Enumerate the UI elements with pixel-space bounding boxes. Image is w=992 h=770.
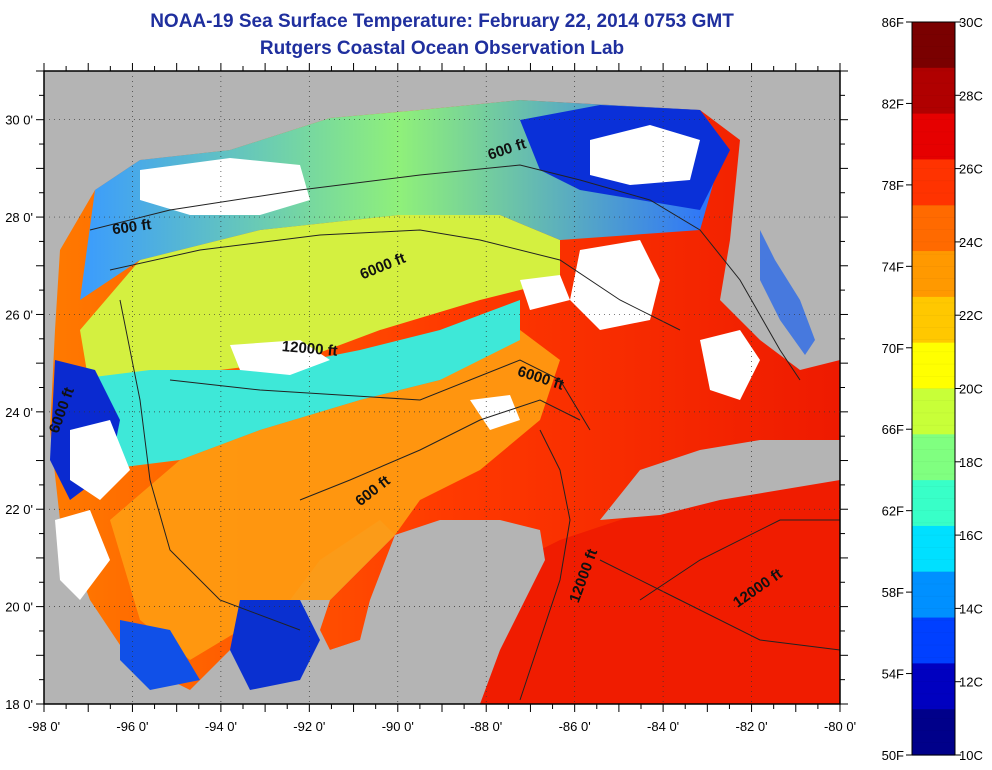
yucatan-peninsula: [300, 520, 545, 704]
colorbar-segment: [912, 480, 955, 527]
map-subtitle: Rutgers Coastal Ocean Observation Lab: [259, 38, 625, 59]
fahrenheit-label: 54F: [882, 667, 904, 682]
lat-tick-label: 26 0': [5, 307, 33, 322]
celsius-label: 30C: [959, 15, 983, 30]
colorbar-segment: [912, 251, 955, 298]
colorbar-segment: [912, 113, 955, 161]
western-gulf-warm: [110, 330, 560, 660]
celsius-label: 18C: [959, 455, 983, 470]
lon-tick-label: -80 0': [824, 719, 856, 734]
lon-tick-label: -82 0': [735, 719, 767, 734]
colorbar-fahrenheit-labels: 86F 82F 78F 74F 70F 66F 62F 58F 54F 50F: [882, 15, 912, 763]
colorbar-segment: [912, 525, 955, 573]
celsius-label: 16C: [959, 528, 983, 543]
contour-label: 12000 ft: [281, 338, 338, 360]
celsius-label: 14C: [959, 601, 983, 616]
fahrenheit-label: 50F: [882, 748, 904, 763]
celsius-label: 26C: [959, 162, 983, 177]
longitude-labels: -98 0' -96 0' -94 0' -92 0' -90 0' -88 0' -86 …: [28, 719, 856, 734]
lat-tick-label: 30 0': [5, 113, 33, 128]
contour-label: 600 ft: [111, 216, 152, 238]
colorbar-segment: [912, 205, 955, 252]
lon-tick-label: -90 0': [382, 719, 414, 734]
lon-tick-label: -86 0': [559, 719, 591, 734]
cyan-band: [60, 300, 520, 470]
colorbar-segment: [912, 663, 955, 710]
colorbar-segment: [912, 709, 955, 756]
fahrenheit-label: 58F: [882, 585, 904, 600]
celsius-label: 24C: [959, 235, 983, 250]
colorbar-segment: [912, 617, 955, 664]
cold-campeche: [230, 600, 320, 690]
lon-tick-label: -98 0': [28, 719, 60, 734]
lon-tick-label: -96 0': [116, 719, 148, 734]
fahrenheit-label: 66F: [882, 422, 904, 437]
colorbar-celsius-labels: 30C 28C 26C 24C 22C 20C 18C 16C 14C 12C 10C: [955, 15, 983, 763]
fahrenheit-label: 74F: [882, 259, 904, 274]
colorbar-segment: [912, 342, 955, 390]
latitude-labels: 18 0' 20 0' 22 0' 24 0' 26 0' 28 0' 30 0': [5, 113, 33, 712]
lat-tick-label: 28 0': [5, 210, 33, 225]
florida-west-coast-water: [760, 230, 815, 355]
celsius-label: 10C: [959, 748, 983, 763]
lat-tick-label: 18 0': [5, 697, 33, 712]
fahrenheit-label: 86F: [882, 15, 904, 30]
northern-yellow-band: [80, 215, 560, 390]
lat-tick-label: 20 0': [5, 600, 33, 615]
fahrenheit-label: 78F: [882, 178, 904, 193]
colorbar-segment: [912, 159, 955, 206]
axis-ticks: [36, 63, 848, 712]
colorbar-segment: [912, 22, 955, 69]
cloud-cover: [55, 125, 760, 600]
colorbar-segment: [912, 388, 955, 435]
lat-tick-label: 22 0': [5, 502, 33, 517]
celsius-label: 12C: [959, 675, 983, 690]
fahrenheit-label: 70F: [882, 341, 904, 356]
cuba-island: [600, 440, 840, 520]
colorbar-segment: [912, 571, 955, 619]
grid-lines: [44, 71, 840, 704]
celsius-label: 20C: [959, 382, 983, 397]
cold-southwest: [120, 620, 200, 690]
temperature-colorbar: [911, 21, 956, 756]
lon-tick-label: -84 0': [647, 719, 679, 734]
map-title: NOAA-19 Sea Surface Temperature: Februar…: [150, 11, 734, 32]
celsius-label: 28C: [959, 88, 983, 103]
caribbean-water: [480, 480, 840, 704]
lon-tick-label: -92 0': [293, 719, 325, 734]
colorbar-segment: [912, 296, 955, 344]
colorbar-segment: [912, 67, 955, 115]
lon-tick-label: -88 0': [470, 719, 502, 734]
map-plot-area: [44, 71, 840, 704]
fahrenheit-label: 62F: [882, 504, 904, 519]
lat-tick-label: 24 0': [5, 405, 33, 420]
lon-tick-label: -94 0': [205, 719, 237, 734]
colorbar-segment: [912, 434, 955, 481]
celsius-label: 22C: [959, 308, 983, 323]
fahrenheit-label: 82F: [882, 96, 904, 111]
bathymetry-contours: [89, 164, 840, 701]
